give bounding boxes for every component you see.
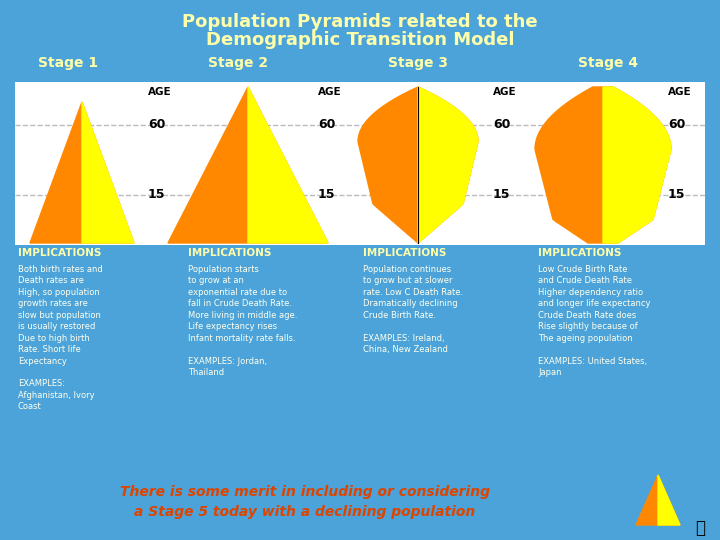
Text: Low Crude Birth Rate
and Crude Death Rate
Higher dependency ratio
and longer lif: Low Crude Birth Rate and Crude Death Rat… [538, 265, 650, 377]
Polygon shape [168, 87, 328, 243]
Text: AGE: AGE [668, 87, 692, 97]
Polygon shape [535, 87, 671, 243]
Text: 15: 15 [148, 188, 166, 201]
Text: Stage 3: Stage 3 [388, 56, 448, 70]
Polygon shape [30, 102, 134, 243]
Text: 15: 15 [318, 188, 336, 201]
Polygon shape [658, 475, 680, 525]
Text: 60: 60 [148, 118, 166, 132]
Text: Population Pyramids related to the: Population Pyramids related to the [182, 13, 538, 31]
Text: IMPLICATIONS: IMPLICATIONS [363, 248, 446, 258]
Text: Stage 1: Stage 1 [38, 56, 98, 70]
Text: 60: 60 [493, 118, 510, 132]
Text: 🔊: 🔊 [695, 519, 705, 537]
Text: Stage 2: Stage 2 [208, 56, 268, 70]
Text: 15: 15 [668, 188, 685, 201]
Text: AGE: AGE [493, 87, 517, 97]
Text: Both birth rates and
Death rates are
High, so population
growth rates are
slow b: Both birth rates and Death rates are Hig… [18, 265, 103, 411]
Text: Stage 4: Stage 4 [578, 56, 638, 70]
Bar [15, 82, 705, 245]
Polygon shape [636, 475, 680, 525]
Text: IMPLICATIONS: IMPLICATIONS [538, 248, 621, 258]
Polygon shape [82, 102, 134, 243]
Text: AGE: AGE [148, 87, 171, 97]
Polygon shape [418, 87, 478, 243]
Text: IMPLICATIONS: IMPLICATIONS [188, 248, 271, 258]
Text: There is some merit in including or considering
a Stage 5 today with a declining: There is some merit in including or cons… [120, 485, 490, 519]
Polygon shape [603, 87, 671, 243]
Text: AGE: AGE [318, 87, 341, 97]
Text: 60: 60 [318, 118, 336, 132]
Text: Demographic Transition Model: Demographic Transition Model [206, 31, 514, 49]
Polygon shape [358, 87, 478, 243]
Text: 60: 60 [668, 118, 685, 132]
Text: 15: 15 [493, 188, 510, 201]
Text: Population continues
to grow but at slower
rate. Low C Death Rate.
Dramatically : Population continues to grow but at slow… [363, 265, 463, 354]
Text: IMPLICATIONS: IMPLICATIONS [18, 248, 102, 258]
Text: Population starts
to grow at an
exponential rate due to
fall in Crude Death Rate: Population starts to grow at an exponent… [188, 265, 297, 377]
Polygon shape [248, 87, 328, 243]
